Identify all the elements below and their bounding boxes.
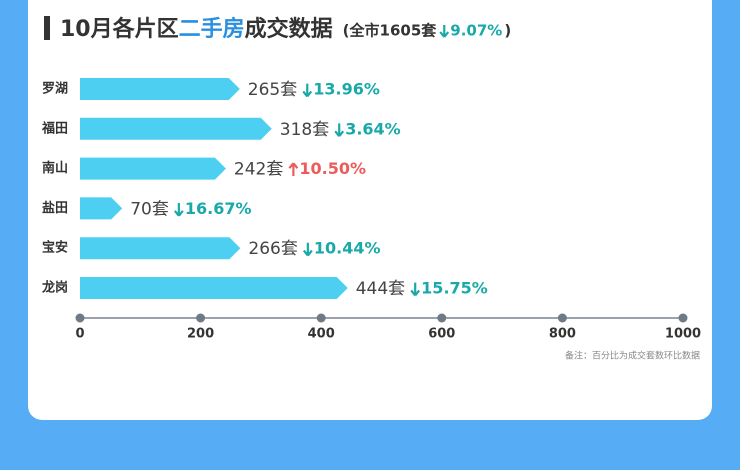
title-part: 10月各片区 — [60, 16, 179, 42]
value-label: 266套 — [248, 239, 297, 259]
change-arrow — [302, 242, 313, 257]
category-label: 罗湖 — [42, 82, 68, 97]
value-label: 265套 — [248, 80, 297, 100]
change-arrow — [173, 203, 184, 217]
x-tick-label: 200 — [187, 327, 214, 342]
value-label: 318套 — [280, 120, 329, 140]
subtitle-change: 9.07% — [450, 22, 502, 40]
change-label: 10.44% — [314, 239, 381, 258]
category-label: 宝安 — [42, 240, 68, 256]
change-label: 13.96% — [313, 80, 380, 99]
change-label: 3.64% — [345, 119, 401, 138]
x-tick-label: 0 — [75, 327, 84, 342]
value-label: 444套 — [356, 279, 405, 299]
tick-mark — [316, 313, 326, 323]
title-part: 成交数据 — [245, 16, 333, 42]
bar — [80, 277, 348, 299]
change-label: 10.50% — [299, 159, 366, 178]
bar — [80, 117, 272, 140]
change-label: 16.67% — [185, 199, 252, 218]
category-label: 福田 — [41, 120, 68, 136]
bar — [80, 197, 123, 220]
x-tick-label: 400 — [308, 327, 335, 342]
x-tick-label: 600 — [428, 327, 455, 342]
x-tick-label: 1000 — [665, 327, 701, 342]
bar — [80, 157, 226, 180]
x-tick-label: 800 — [549, 327, 576, 342]
chart-title: 10月各片区二手房成交数据 — [60, 16, 333, 42]
change-arrow — [410, 282, 421, 297]
bar — [80, 237, 241, 260]
tick-mark — [557, 313, 567, 323]
tick-mark — [196, 313, 206, 323]
value-label: 242套 — [234, 160, 283, 180]
change-arrow — [288, 162, 299, 176]
subtitle-text: (全市1605套 — [343, 22, 438, 40]
category-label: 南山 — [42, 160, 68, 176]
category-label: 龙岗 — [42, 280, 68, 296]
title-part: 二手房 — [179, 16, 245, 42]
change-arrow — [439, 25, 450, 38]
tick-mark — [75, 313, 85, 323]
note: 备注：百分比为成交套数环比数据 — [565, 350, 700, 362]
title-marker — [44, 16, 50, 40]
change-arrow — [302, 83, 313, 98]
category-label: 盐田 — [42, 200, 68, 216]
bar — [80, 78, 240, 100]
tick-mark — [678, 313, 688, 323]
subtitle-text: ) — [504, 22, 511, 40]
tick-mark — [437, 313, 447, 323]
change-label: 15.75% — [421, 279, 488, 298]
change-arrow — [334, 123, 345, 137]
value-label: 70套 — [130, 199, 169, 219]
